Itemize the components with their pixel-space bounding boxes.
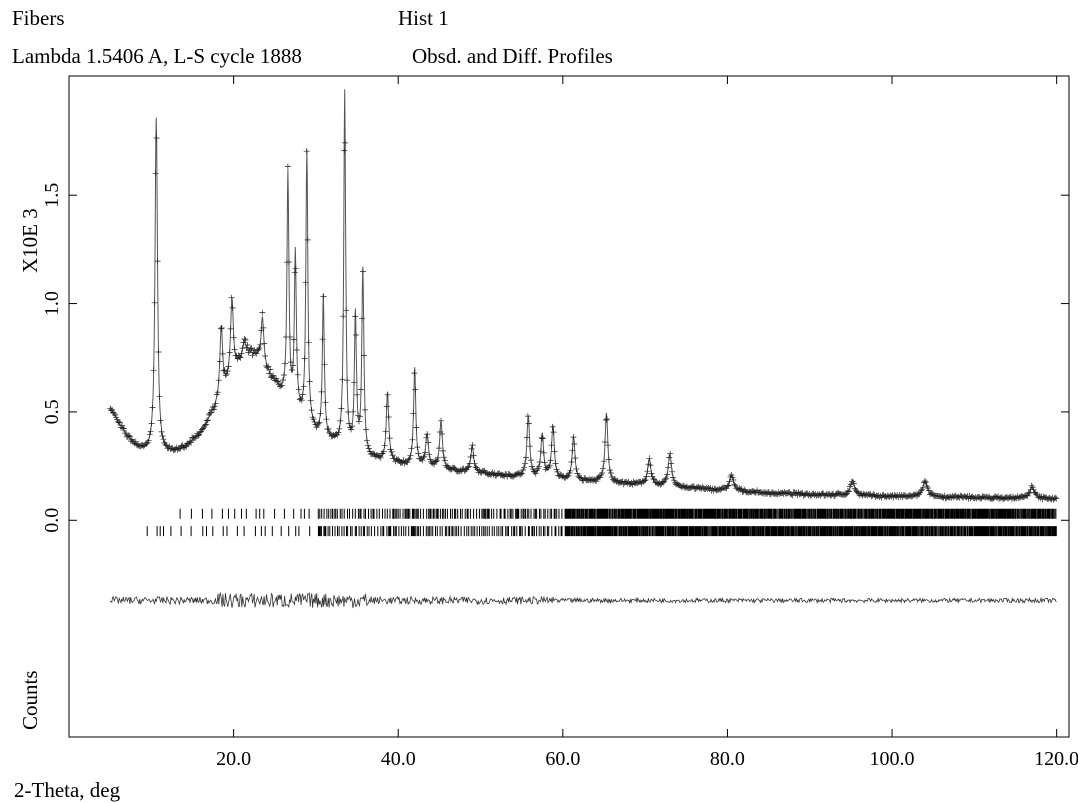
x-tick-label: 120.0 — [1034, 748, 1078, 770]
background-layer — [109, 89, 1057, 499]
x-axis-title: 2-Theta, deg — [14, 778, 121, 802]
y-tick-label: 0.5 — [41, 399, 63, 424]
reflection-tick-row-2 — [146, 526, 1057, 537]
conditions-label: Lambda 1.5406 A, L-S cycle 1888 — [12, 44, 302, 68]
reflection-ticks — [146, 508, 1057, 537]
y-tick-label: 1.0 — [41, 291, 63, 316]
y-axis-title: Counts — [18, 670, 42, 730]
difference-curve — [109, 591, 1057, 609]
plot-kind-label: Obsd. and Diff. Profiles — [412, 44, 613, 68]
observed-point-markers — [107, 135, 1060, 503]
reflection-tick-row-1 — [179, 508, 1057, 519]
x-tick-label: 20.0 — [216, 748, 251, 770]
x-tick-label: 100.0 — [870, 748, 915, 770]
x-tick-label: 80.0 — [710, 748, 745, 770]
difference-line — [109, 591, 1057, 609]
phase-name: Fibers — [12, 6, 65, 30]
axes: 20.0 40.0 60.0 80.0 100.0 120.0 0.0 0.5 1.0 1.5 — [41, 76, 1078, 770]
y-tick-label: 1.5 — [41, 183, 63, 208]
x-tick-label: 60.0 — [545, 748, 580, 770]
plot-frame — [68, 75, 1070, 738]
y-tick-label: 0.0 — [41, 508, 63, 533]
y-axis-scale-label: X10E 3 — [18, 208, 42, 273]
x-tick-label: 40.0 — [381, 748, 416, 770]
calculated-profile-line — [109, 89, 1057, 499]
observed-points — [107, 135, 1060, 503]
histogram-label: Hist 1 — [398, 6, 449, 30]
